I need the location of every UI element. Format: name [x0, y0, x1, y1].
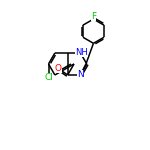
Text: Cl: Cl: [44, 73, 53, 82]
Text: N: N: [77, 70, 84, 80]
Text: F: F: [91, 12, 96, 21]
Text: O: O: [55, 64, 62, 73]
Text: NH: NH: [75, 48, 88, 57]
